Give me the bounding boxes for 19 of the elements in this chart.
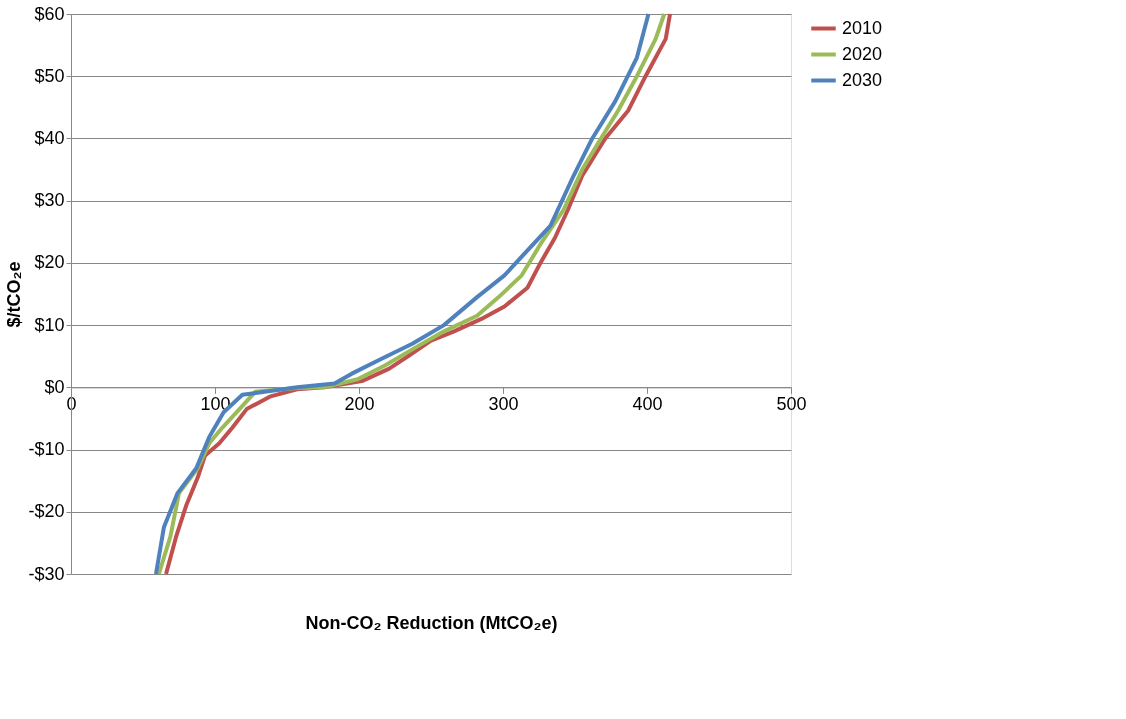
- legend-label: 2030: [842, 69, 883, 90]
- x-tick-label: 500: [776, 393, 807, 414]
- x-tick-label: 300: [488, 393, 519, 414]
- y-tick-label: $60: [34, 3, 65, 24]
- y-tick-label: $10: [34, 314, 65, 335]
- legend-label: 2020: [842, 43, 883, 64]
- x-axis-title: Non-CO₂ Reduction (MtCO₂e): [305, 612, 558, 633]
- y-tick-label: $30: [34, 190, 65, 211]
- legend-label: 2010: [842, 17, 883, 38]
- y-tick-label: $40: [34, 127, 65, 148]
- y-axis-title: $/tCO₂e: [4, 261, 25, 328]
- y-tick-label: $50: [34, 65, 65, 86]
- y-tick-label: -$10: [28, 439, 65, 460]
- x-tick-label: 400: [632, 393, 663, 414]
- x-tick-label: 200: [344, 393, 375, 414]
- y-tick-label: $20: [34, 252, 65, 273]
- y-tick-label: -$30: [28, 563, 65, 584]
- y-tick-label: $0: [44, 376, 65, 397]
- y-tick-label: -$20: [28, 501, 65, 522]
